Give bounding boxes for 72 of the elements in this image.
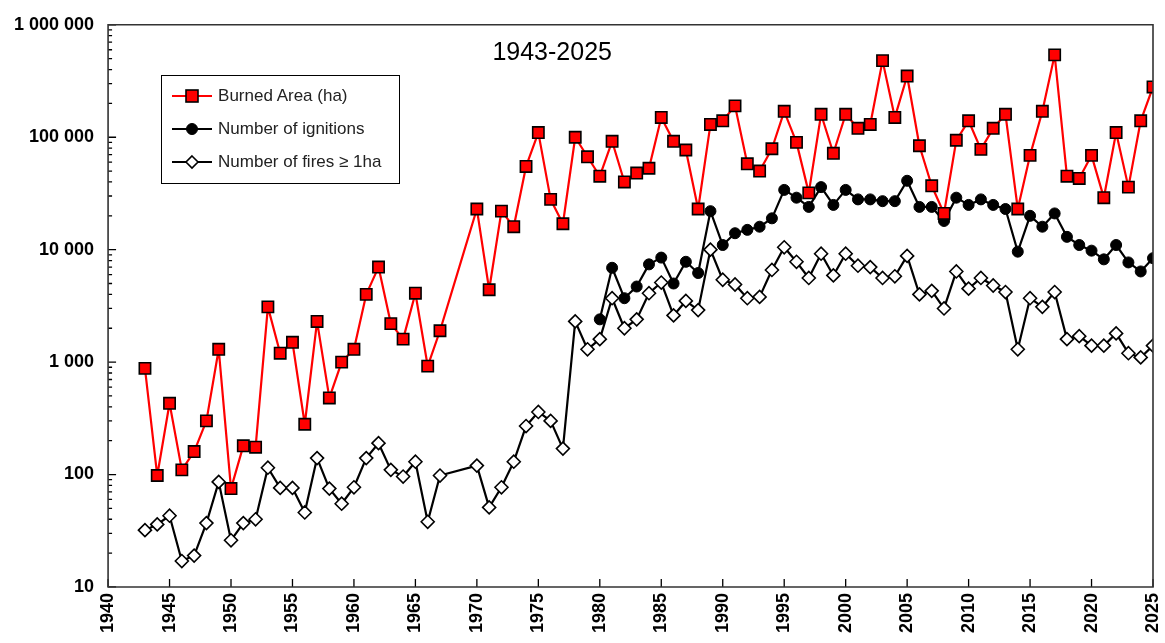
point [1011,245,1024,258]
point [876,195,889,208]
y-tick-label: 1 000 [49,351,95,372]
y-tick-label: 1 000 000 [14,13,95,34]
y-tick-label: 100 [64,463,95,484]
point [974,193,987,206]
point [962,198,975,211]
point [1122,256,1135,269]
x-tick-label: 1965 [404,592,425,633]
point [704,205,717,218]
y-tick-label: 10 [74,575,95,596]
text: 1943-2025 [492,36,612,65]
point [901,174,914,187]
point [950,191,963,204]
x-tick-label: 2010 [957,592,978,633]
point [999,202,1012,215]
point [925,200,938,213]
point [667,277,680,290]
x-tick-label: 2025 [1141,592,1162,633]
x-tick-label: 1995 [773,592,794,633]
point [790,191,803,204]
point [1048,207,1061,220]
point [606,261,619,274]
point [765,212,778,225]
point [1134,265,1147,278]
x-tick-label: 1970 [465,592,486,633]
point [1073,239,1086,252]
x-tick-label: 1955 [281,592,302,633]
point [815,181,828,194]
x-tick-label: 1980 [588,592,609,633]
point [741,223,754,236]
point [1085,244,1098,257]
x-tick-label: 1950 [219,592,240,633]
point [827,198,840,211]
point [593,313,606,326]
y-tick-label: 10 000 [39,238,95,259]
point [630,280,643,293]
point [987,198,1000,211]
point [851,193,864,206]
legend-label: Burned Area (ha) [218,86,348,107]
point [778,183,791,196]
y-tick-label: 100 000 [29,126,95,147]
point [802,200,815,213]
point [1036,220,1049,233]
point [642,258,655,271]
x-tick-label: 1975 [527,592,548,633]
x-tick-label: 1940 [97,592,118,633]
x-tick-label: 2000 [834,592,855,633]
x-tick-label: 2015 [1019,592,1040,633]
legend-label: Number of ignitions [218,119,365,140]
legend-label: Number of fires ≥ 1ha [218,152,382,173]
x-tick-label: 1985 [650,592,671,633]
point [729,227,742,240]
point [679,255,692,268]
x-tick-label: 2005 [896,592,917,633]
point [753,220,766,233]
point [839,183,852,196]
point [864,193,877,206]
x-tick-label: 1945 [158,592,179,633]
point [618,292,631,305]
point [655,251,668,264]
point [913,200,926,213]
x-tick-label: 1990 [711,592,732,633]
point [1110,239,1123,252]
point [1024,209,1037,222]
point [888,195,901,208]
point [1097,253,1110,266]
point [1060,230,1073,243]
x-tick-label: 2020 [1080,592,1101,633]
x-tick-label: 1960 [342,592,363,633]
point [692,267,705,280]
point [716,239,729,252]
